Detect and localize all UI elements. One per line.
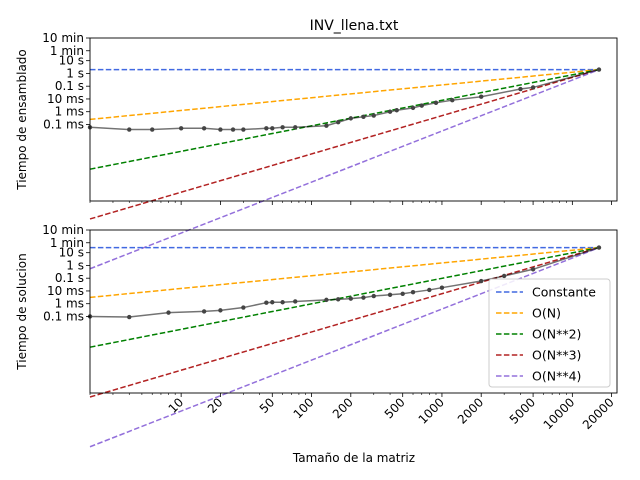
measured-point: [178, 126, 184, 131]
reference-line-1: [89, 246, 600, 299]
legend-box: [488, 278, 611, 388]
measured-point: [324, 297, 329, 303]
y-tick-label: 10 ms: [47, 284, 84, 298]
measured-point: [433, 100, 439, 105]
measured-point: [335, 120, 341, 125]
legend: Constante O(N) O(N**2) O(N**3) O(N**4): [488, 278, 611, 388]
y-tick-label: 0.1 s: [55, 271, 84, 285]
measured-point: [218, 127, 223, 132]
measured-point: [596, 245, 602, 250]
measured-point: [201, 126, 207, 131]
measured-point: [439, 285, 445, 290]
measured-point: [501, 273, 507, 279]
reference-line-1: [89, 68, 600, 121]
y-tick-label: 10 s: [59, 54, 84, 68]
measured-point: [348, 296, 353, 301]
measured-point: [293, 299, 298, 304]
y-tick-label: 1 s: [66, 258, 84, 272]
measured-point: [361, 295, 366, 300]
measured-point: [230, 127, 236, 132]
measured-point: [427, 287, 432, 293]
measured-point: [361, 114, 366, 119]
measured-point: [410, 289, 416, 295]
reference-line-4: [89, 68, 600, 270]
measured-point: [479, 278, 484, 284]
measured-point: [280, 300, 285, 305]
y-tick-label: 10 ms: [47, 92, 84, 106]
measured-point: [324, 123, 329, 128]
measured-point: [264, 300, 269, 305]
reference-line-3: [89, 68, 600, 220]
y-tick-label: 10 min: [42, 223, 84, 237]
axes-frame: [89, 37, 618, 202]
y-axis-label: Tiempo de solucion: [15, 253, 29, 370]
measured-point: [419, 103, 424, 108]
y-axis-label: Tiempo de ensamblado: [15, 49, 29, 191]
axes-frame: [89, 229, 618, 394]
chart-title: INV_llena.txt: [310, 18, 399, 34]
measured-point: [127, 314, 132, 320]
measured-point: [166, 310, 171, 315]
measured-point: [270, 126, 275, 131]
y-tick-label: 10 min: [42, 31, 84, 45]
measured-point: [127, 127, 132, 132]
measured-point: [218, 308, 223, 313]
measured-point: [596, 67, 602, 72]
measured-point: [270, 300, 275, 305]
measured-point: [264, 126, 269, 131]
y-tick-label: 1 ms: [55, 297, 84, 311]
measured-point: [241, 305, 246, 310]
y-tick-label: 1 ms: [55, 105, 84, 119]
measured-point: [241, 127, 246, 132]
measured-point: [335, 297, 341, 302]
legend-label: O(N**4): [532, 369, 581, 384]
x-axis-label: Tamaño de la matriz: [292, 451, 415, 465]
y-tick-label: 1 min: [50, 44, 84, 58]
legend-label: O(N**2): [532, 327, 581, 342]
y-tick-label: 1 min: [50, 236, 84, 250]
measured-point: [518, 86, 523, 92]
measured-point: [530, 267, 536, 272]
measured-point: [530, 85, 536, 90]
y-tick-label: 0.1 ms: [43, 309, 84, 323]
measured-point: [400, 291, 405, 296]
legend-label: O(N**3): [532, 348, 581, 363]
measured-point: [450, 97, 455, 103]
measured-point: [371, 113, 376, 118]
measured-point: [280, 125, 285, 130]
legend-label: O(N): [532, 306, 561, 321]
y-tick-label: 10 s: [59, 246, 84, 260]
measured-point: [150, 127, 155, 132]
measured-point: [371, 293, 376, 299]
y-tick-label: 1 s: [66, 66, 84, 80]
reference-line-3: [89, 246, 600, 398]
measured-point: [394, 108, 399, 113]
measured-point: [387, 109, 393, 114]
y-tick-label: 0.1 ms: [43, 117, 84, 131]
measured-point: [293, 125, 298, 130]
legend-label: Constante: [532, 285, 596, 300]
measured-point: [387, 292, 393, 297]
measured-point: [479, 94, 484, 99]
measured-line: [89, 246, 600, 318]
y-tick-label: 0.1 s: [55, 79, 84, 93]
measured-point: [201, 309, 207, 314]
measured-point: [410, 105, 416, 111]
measured-point: [348, 116, 353, 121]
